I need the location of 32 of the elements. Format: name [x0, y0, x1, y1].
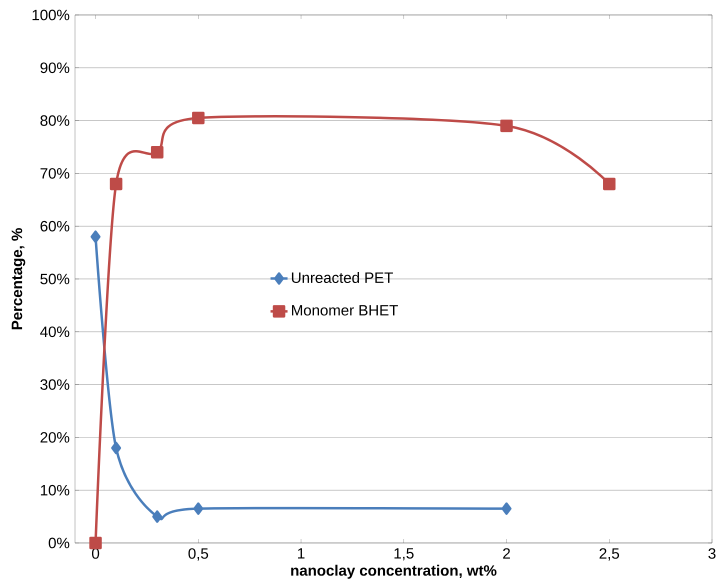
point — [502, 502, 512, 515]
legend-label: Monomer BHET — [292, 305, 398, 316]
y-axis-title: Percentage, % — [12, 228, 26, 330]
x-tick-label: 2 — [503, 548, 510, 559]
point — [89, 536, 102, 550]
y-tick-label: 40% — [40, 326, 70, 338]
point — [500, 120, 513, 132]
y-tick-label: 0% — [48, 538, 70, 548]
point — [192, 112, 205, 124]
y-tick-label: 20% — [40, 432, 70, 443]
x-axis-title: nanoclay concentration, wt% — [291, 564, 496, 579]
point — [110, 178, 122, 190]
y-tick-label: 80% — [40, 115, 70, 126]
y-tick-label: 60% — [40, 220, 70, 232]
legend-label: Unreacted PET — [292, 272, 393, 283]
x-tick-label: 3 — [708, 548, 716, 559]
x-tick-label: 0,5 — [188, 548, 208, 561]
y-tick-label: 100% — [32, 10, 70, 20]
point — [193, 502, 204, 515]
point — [150, 146, 164, 159]
point — [603, 178, 616, 190]
y-tick-label: 30% — [40, 379, 70, 390]
point — [90, 230, 101, 243]
y-tick-label: 70% — [40, 168, 70, 179]
point — [111, 442, 122, 454]
point — [152, 510, 162, 523]
y-tick-label: 50% — [40, 274, 70, 284]
x-tick-label: 1 — [298, 548, 304, 559]
x-tick-label: 2,5 — [600, 548, 620, 561]
y-tick-label: 90% — [40, 62, 70, 74]
y-tick-label: 10% — [40, 484, 70, 496]
x-tick-label: 1,5 — [394, 548, 414, 560]
